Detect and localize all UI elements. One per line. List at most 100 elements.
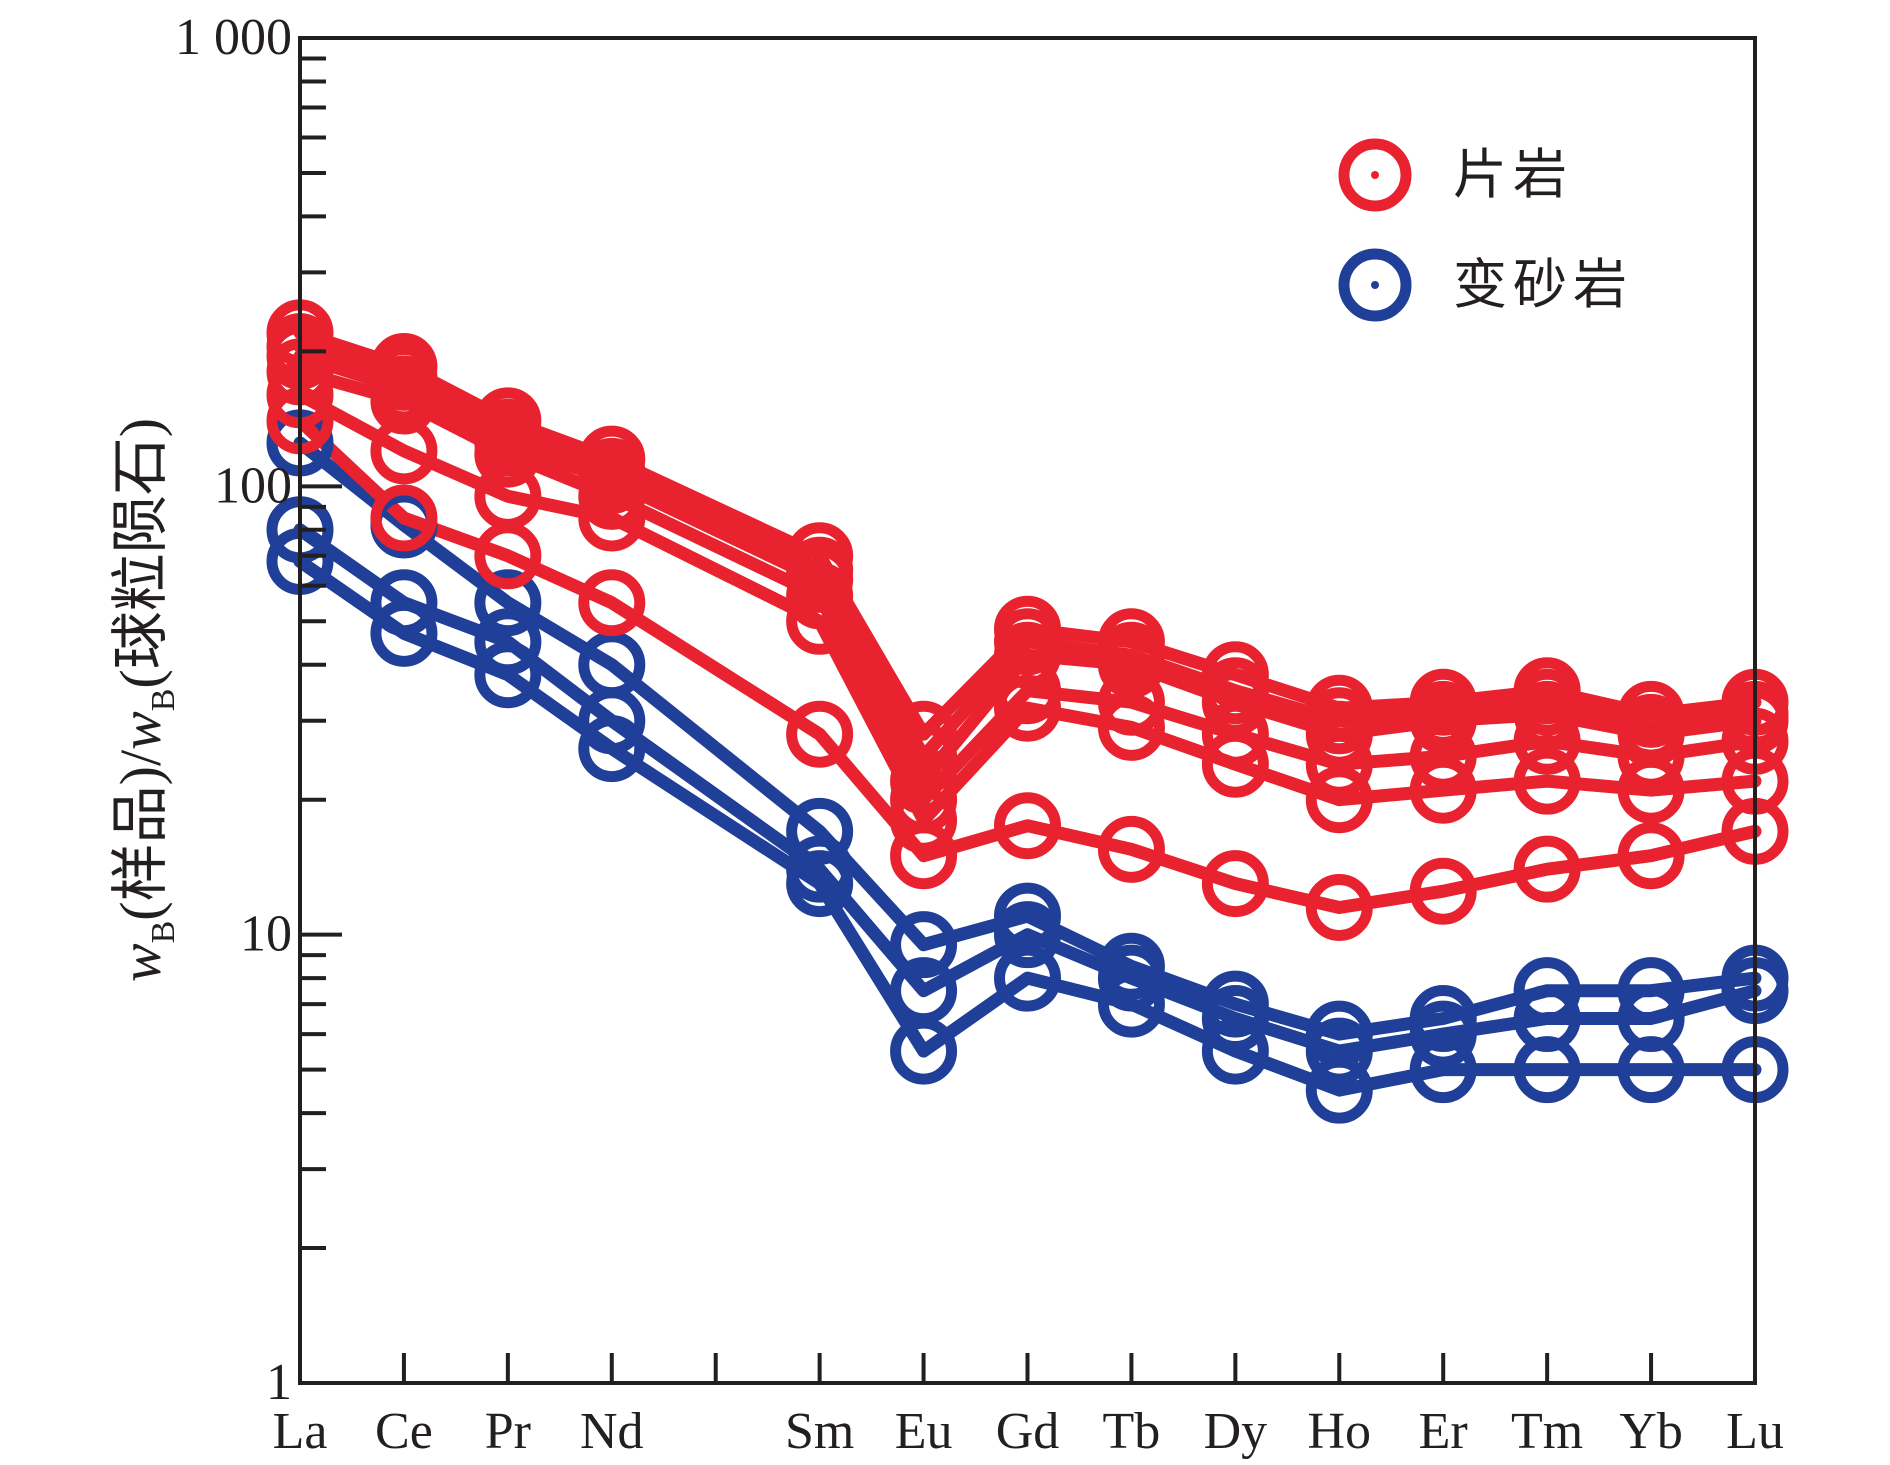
series-point-schist (786, 700, 854, 768)
series-point-schist (890, 722, 958, 790)
series-point-metasandstone (370, 599, 438, 667)
series-point-metasandstone (1409, 1000, 1477, 1068)
series-point-schist (370, 484, 438, 552)
series-point-schist (890, 700, 958, 768)
y-tick-label: 10 (240, 906, 292, 963)
y-label-sub1: B (145, 921, 182, 944)
y-tick-label: 1 (266, 1354, 292, 1411)
y-tick-label: 1 000 (175, 9, 292, 66)
series-point-metasandstone (578, 687, 646, 755)
series-point-schist (1305, 873, 1373, 941)
series-point-metasandstone (578, 715, 646, 783)
x-tick-label: Ce (375, 1403, 433, 1460)
x-tick-label: Er (1419, 1403, 1468, 1460)
series-point-schist (994, 792, 1061, 860)
series-point-metasandstone (1409, 1036, 1477, 1104)
series-point-schist (1201, 700, 1269, 768)
series-point-schist (890, 822, 958, 890)
series-point-schist (370, 417, 438, 485)
series-point-schist (578, 484, 646, 552)
legend-label: 变砂岩 (1453, 255, 1633, 315)
series-point-schist (1409, 756, 1477, 824)
x-tick-label: Nd (580, 1403, 644, 1460)
series-point-metasandstone (1617, 1036, 1685, 1104)
x-tick-label: Eu (895, 1403, 953, 1460)
x-tick-label: Pr (485, 1403, 531, 1460)
y-axis-label: wB(样品)/wB(球粒陨石) (108, 418, 182, 982)
x-tick-label: Sm (785, 1403, 854, 1460)
series-point-schist (1097, 631, 1165, 699)
series-line-metasandstone (293, 554, 1762, 1097)
series-point-metasandstone (1305, 1017, 1373, 1085)
series-point-schist (1305, 700, 1373, 768)
series-point-schist (1201, 668, 1269, 736)
y-tick-label: 100 (214, 457, 292, 514)
series-point-metasandstone (1097, 970, 1165, 1038)
legend-marker-dot (1371, 171, 1379, 179)
series-point-schist (786, 587, 854, 655)
series-point-metasandstone (474, 569, 542, 637)
series-point-schist (1097, 815, 1165, 883)
series-point-schist (474, 420, 542, 488)
series-point-schist (786, 562, 854, 630)
x-tick-label: Tm (1511, 1403, 1583, 1460)
series-point-schist (1305, 730, 1373, 798)
x-tick-label: La (273, 1403, 328, 1460)
series-point-schist (474, 522, 542, 590)
series-point-schist (1513, 747, 1581, 815)
legend-marker (1338, 138, 1412, 212)
series-point-schist (370, 367, 438, 435)
y-label-w1: w (108, 943, 173, 982)
series-point-schist (890, 786, 958, 854)
x-tick-label: Lu (1726, 1403, 1784, 1460)
series-point-metasandstone (370, 569, 438, 637)
series-point-schist (1409, 857, 1477, 925)
series-point-schist (994, 674, 1061, 742)
y-label-part1: (样品)/ (108, 749, 173, 921)
x-tick-label: Gd (996, 1403, 1060, 1460)
series-point-metasandstone (890, 1017, 958, 1085)
x-tick-label: Yb (1619, 1403, 1683, 1460)
series-point-schist (1513, 835, 1581, 903)
series-point-schist (578, 569, 646, 637)
x-tick-label: Tb (1103, 1403, 1161, 1460)
x-tick-label: Dy (1204, 1403, 1268, 1460)
series-point-schist (1097, 668, 1165, 736)
series-point-metasandstone (1097, 944, 1165, 1012)
series-point-schist (1409, 687, 1477, 755)
series-point-schist (1513, 707, 1581, 775)
legend-marker-dot (1371, 281, 1379, 289)
series-point-schist (1617, 722, 1685, 790)
series-line-schist (293, 414, 1762, 914)
series-point-metasandstone (994, 944, 1061, 1012)
series-point-metasandstone (474, 608, 542, 676)
series-point-metasandstone (474, 641, 542, 709)
series-point-schist (1409, 722, 1477, 790)
series-point-schist (578, 462, 646, 530)
series-point-metasandstone (1201, 1017, 1269, 1085)
series-point-schist (1201, 730, 1269, 798)
series-point-metasandstone (1617, 957, 1685, 1025)
series-point-metasandstone (994, 901, 1061, 969)
series-point-schist (1305, 766, 1373, 834)
series-point-metasandstone (786, 850, 854, 918)
series-point-schist (1617, 756, 1685, 824)
series-point-schist (890, 747, 958, 815)
series-point-schist (1201, 850, 1269, 918)
svg-text:wB(样品)/wB(球粒陨石): wB(样品)/wB(球粒陨石) (108, 418, 182, 982)
legend-marker (1338, 248, 1412, 322)
y-label-part2: (球粒陨石) (108, 418, 173, 689)
x-tick-label: Ho (1308, 1403, 1372, 1460)
series-line-schist (293, 388, 1762, 827)
y-label-w2: w (108, 711, 173, 750)
series-point-schist (1513, 680, 1581, 748)
series-point-metasandstone (1305, 1056, 1373, 1124)
series-point-schist (1617, 822, 1685, 890)
series-point-metasandstone (1513, 1036, 1581, 1104)
series-point-metasandstone (1201, 985, 1269, 1053)
y-label-sub2: B (145, 689, 182, 712)
axes: 1 10 100 1 000 La Ce Pr Nd Sm Eu Gd Tb Dy Ho Er Tm Yb Lu (175, 9, 1784, 1460)
